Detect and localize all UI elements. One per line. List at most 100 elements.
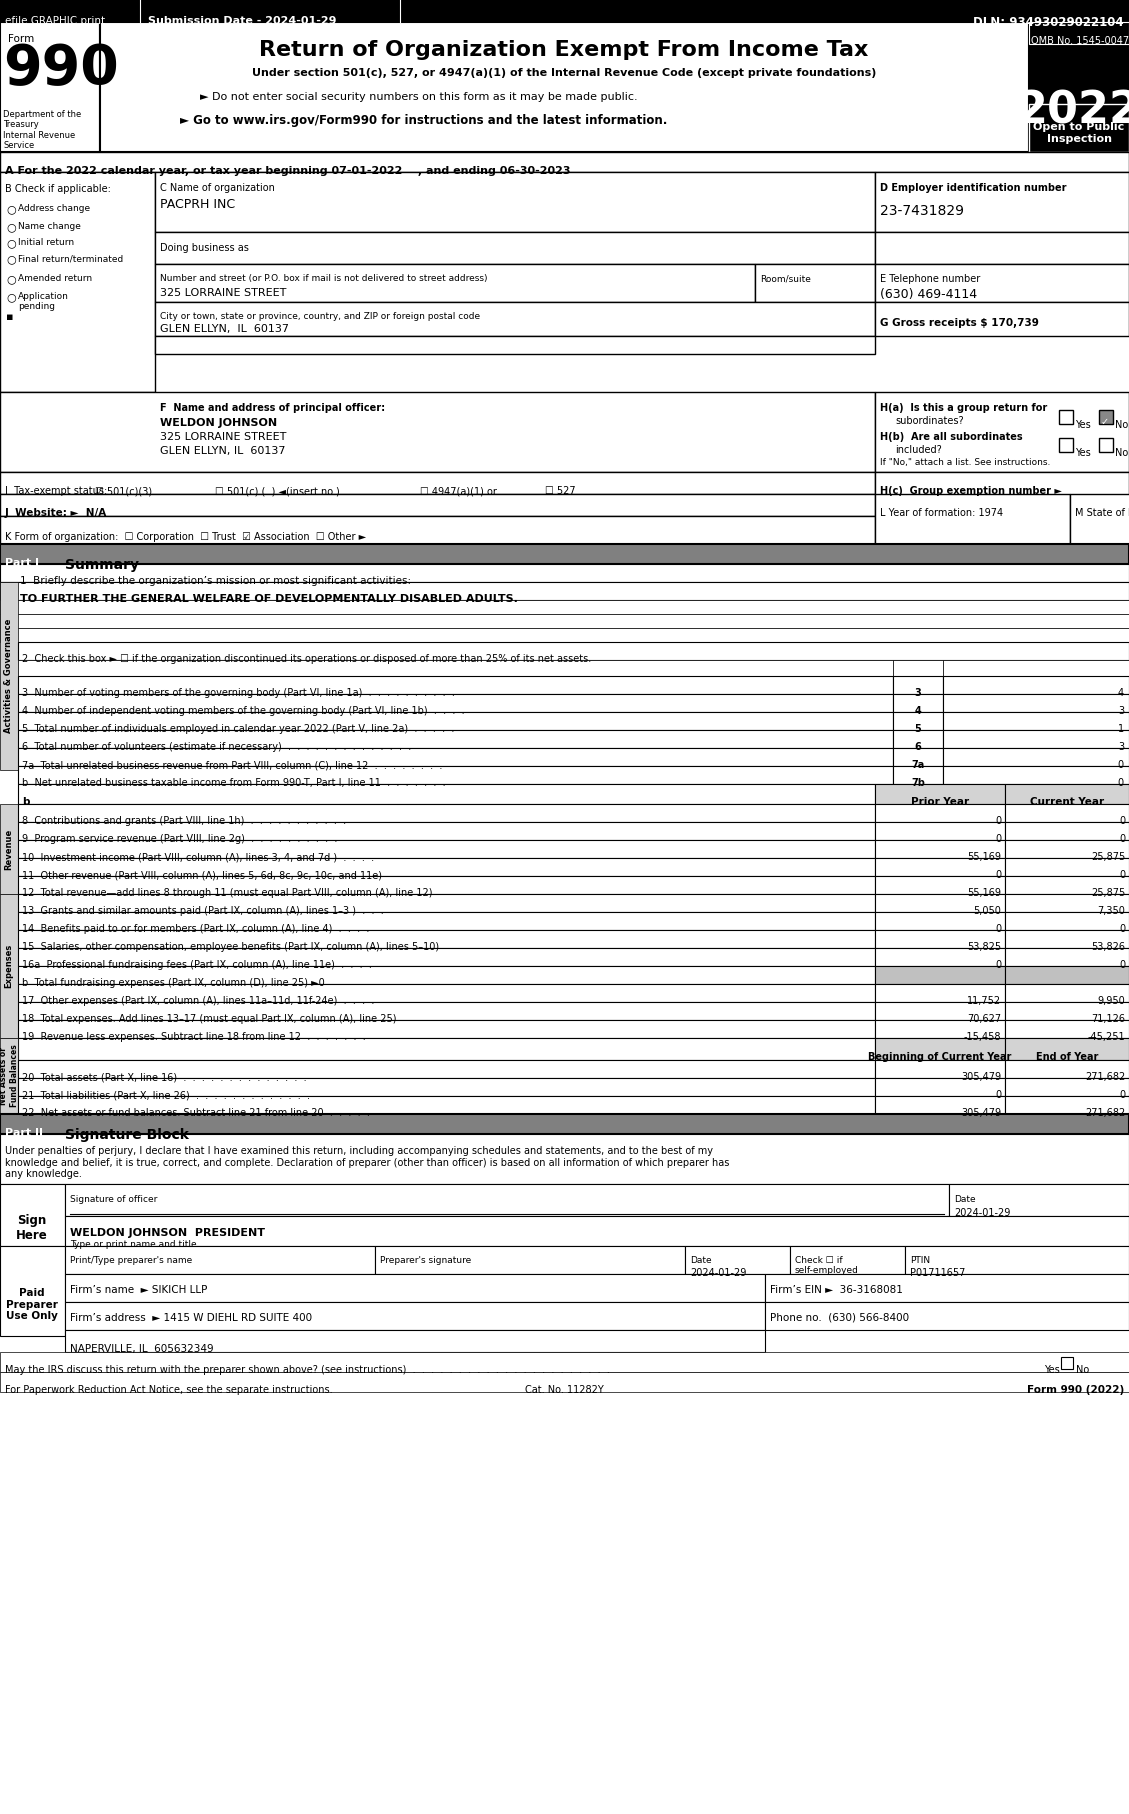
Text: Activities & Governance: Activities & Governance bbox=[5, 619, 14, 733]
Text: 0: 0 bbox=[1119, 834, 1124, 844]
Text: 4  Number of independent voting members of the governing body (Part VI, line 1b): 4 Number of independent voting members o… bbox=[21, 706, 465, 717]
Bar bbox=[1059, 437, 1073, 452]
Bar bbox=[18, 784, 875, 804]
Bar bbox=[0, 172, 155, 392]
Text: ☐ 501(c) (  ) ◄(insert no.): ☐ 501(c) ( ) ◄(insert no.) bbox=[215, 486, 340, 495]
Bar bbox=[875, 931, 1005, 949]
Text: May the IRS discuss this return with the preparer shown above? (see instructions: May the IRS discuss this return with the… bbox=[5, 1364, 610, 1375]
Bar bbox=[18, 747, 893, 766]
Text: Yes: Yes bbox=[1075, 448, 1091, 457]
Bar bbox=[18, 822, 875, 840]
Text: 5: 5 bbox=[914, 724, 921, 735]
Text: (630) 469-4114: (630) 469-4114 bbox=[879, 288, 977, 301]
Text: Room/suite: Room/suite bbox=[760, 274, 811, 283]
Text: 7b: 7b bbox=[911, 778, 925, 787]
Text: OMB No. 1545-0047: OMB No. 1545-0047 bbox=[1031, 36, 1129, 45]
Text: -45,251: -45,251 bbox=[1087, 1032, 1124, 1041]
Bar bbox=[155, 336, 875, 354]
Text: 6  Total number of volunteers (estimate if necessary)  .  .  .  .  .  .  .  .  .: 6 Total number of volunteers (estimate i… bbox=[21, 742, 411, 753]
Bar bbox=[1005, 876, 1129, 894]
Text: J  Website: ►  N/A: J Website: ► N/A bbox=[5, 508, 107, 519]
Text: 7a  Total unrelated business revenue from Part VIII, column (C), line 12  .  .  : 7a Total unrelated business revenue from… bbox=[21, 760, 443, 769]
Text: 0: 0 bbox=[995, 816, 1001, 825]
Bar bbox=[0, 600, 1129, 613]
Bar bbox=[18, 912, 875, 931]
Text: 8  Contributions and grants (Part VIII, line 1h)  .  .  .  .  .  .  .  .  .  .  : 8 Contributions and grants (Part VIII, l… bbox=[21, 816, 347, 825]
Text: 3: 3 bbox=[1118, 742, 1124, 753]
Bar bbox=[18, 713, 893, 729]
Text: 0: 0 bbox=[995, 871, 1001, 880]
Bar bbox=[18, 983, 875, 1001]
Bar bbox=[65, 1302, 765, 1330]
Text: Form: Form bbox=[8, 34, 34, 44]
Bar bbox=[1005, 1096, 1129, 1114]
Text: PTIN: PTIN bbox=[910, 1255, 930, 1264]
Bar bbox=[18, 931, 875, 949]
Text: 6: 6 bbox=[914, 742, 921, 753]
Text: K Form of organization:  ☐ Corporation  ☐ Trust  ☑ Association  ☐ Other ►: K Form of organization: ☐ Corporation ☐ … bbox=[5, 532, 366, 542]
Text: H(a)  Is this a group return for: H(a) Is this a group return for bbox=[879, 403, 1048, 414]
Bar bbox=[1005, 858, 1129, 876]
Bar bbox=[1005, 822, 1129, 840]
Text: Phone no.  (630) 566-8400: Phone no. (630) 566-8400 bbox=[770, 1313, 909, 1322]
Bar bbox=[875, 1078, 1005, 1096]
Text: M State of legal domicile: IL: M State of legal domicile: IL bbox=[1075, 508, 1129, 519]
Bar bbox=[943, 766, 1129, 784]
Bar bbox=[875, 1019, 1005, 1038]
Bar bbox=[1005, 1019, 1129, 1038]
Text: 23-7431829: 23-7431829 bbox=[879, 203, 964, 218]
Text: Paid
Preparer
Use Only: Paid Preparer Use Only bbox=[6, 1288, 58, 1321]
Bar bbox=[1005, 931, 1129, 949]
Bar bbox=[18, 876, 875, 894]
Bar bbox=[875, 840, 1005, 858]
Text: 1: 1 bbox=[1118, 724, 1124, 735]
Text: 21  Total liabilities (Part X, line 26)  .  .  .  .  .  .  .  .  .  .  .  .  .: 21 Total liabilities (Part X, line 26) .… bbox=[21, 1090, 310, 1099]
Text: 5  Total number of individuals employed in calendar year 2022 (Part V, line 2a) : 5 Total number of individuals employed i… bbox=[21, 724, 454, 735]
Text: D Employer identification number: D Employer identification number bbox=[879, 183, 1067, 192]
Bar bbox=[1005, 1001, 1129, 1019]
Text: I  Tax-exempt status:: I Tax-exempt status: bbox=[5, 486, 107, 495]
Bar bbox=[875, 876, 1005, 894]
Text: TO FURTHER THE GENERAL WELFARE OF DEVELOPMENTALLY DISABLED ADULTS.: TO FURTHER THE GENERAL WELFARE OF DEVELO… bbox=[20, 593, 518, 604]
Text: Beginning of Current Year: Beginning of Current Year bbox=[868, 1052, 1012, 1061]
Bar bbox=[875, 472, 1129, 515]
Text: 0: 0 bbox=[1119, 923, 1124, 934]
Text: 0: 0 bbox=[1118, 760, 1124, 769]
Bar bbox=[1099, 410, 1113, 424]
Text: 271,682: 271,682 bbox=[1085, 1072, 1124, 1081]
Text: E Telephone number: E Telephone number bbox=[879, 274, 980, 285]
Text: 0: 0 bbox=[995, 1090, 1001, 1099]
Text: L Year of formation: 1974: L Year of formation: 1974 bbox=[879, 508, 1004, 519]
Text: Application
pending: Application pending bbox=[18, 292, 69, 312]
Text: B Check if applicable:: B Check if applicable: bbox=[5, 183, 111, 194]
Bar bbox=[893, 713, 943, 729]
Bar bbox=[18, 1078, 875, 1096]
Bar bbox=[893, 677, 943, 695]
Bar bbox=[18, 804, 875, 822]
Text: ► Do not enter social security numbers on this form as it may be made public.: ► Do not enter social security numbers o… bbox=[200, 93, 638, 102]
Bar bbox=[1005, 1059, 1129, 1078]
Bar bbox=[65, 1246, 375, 1273]
Bar bbox=[875, 894, 1005, 912]
Bar bbox=[755, 265, 875, 301]
Bar bbox=[1005, 1038, 1129, 1059]
Bar bbox=[875, 804, 1005, 822]
Text: Form 990 (2022): Form 990 (2022) bbox=[1026, 1386, 1124, 1395]
Bar bbox=[0, 1371, 1129, 1391]
Text: Number and street (or P.O. box if mail is not delivered to street address): Number and street (or P.O. box if mail i… bbox=[160, 274, 488, 283]
Text: 13  Grants and similar amounts paid (Part IX, column (A), lines 1–3 )  .  .  .: 13 Grants and similar amounts paid (Part… bbox=[21, 905, 384, 916]
Text: 25,875: 25,875 bbox=[1091, 889, 1124, 898]
Text: G Gross receipts $ 170,739: G Gross receipts $ 170,739 bbox=[879, 317, 1039, 328]
Bar bbox=[0, 22, 100, 152]
Bar bbox=[18, 1059, 875, 1078]
Bar bbox=[893, 660, 943, 677]
Bar bbox=[943, 747, 1129, 766]
Text: Cat. No. 11282Y: Cat. No. 11282Y bbox=[525, 1386, 603, 1395]
Bar bbox=[0, 628, 1129, 642]
Text: 1  Briefly describe the organization’s mission or most significant activities:: 1 Briefly describe the organization’s mi… bbox=[20, 577, 411, 586]
Text: DLN: 93493029022104: DLN: 93493029022104 bbox=[973, 16, 1124, 29]
Bar bbox=[943, 695, 1129, 713]
Bar bbox=[1029, 103, 1129, 152]
Text: 325 LORRAINE STREET: 325 LORRAINE STREET bbox=[160, 432, 287, 443]
Bar bbox=[875, 392, 1129, 472]
